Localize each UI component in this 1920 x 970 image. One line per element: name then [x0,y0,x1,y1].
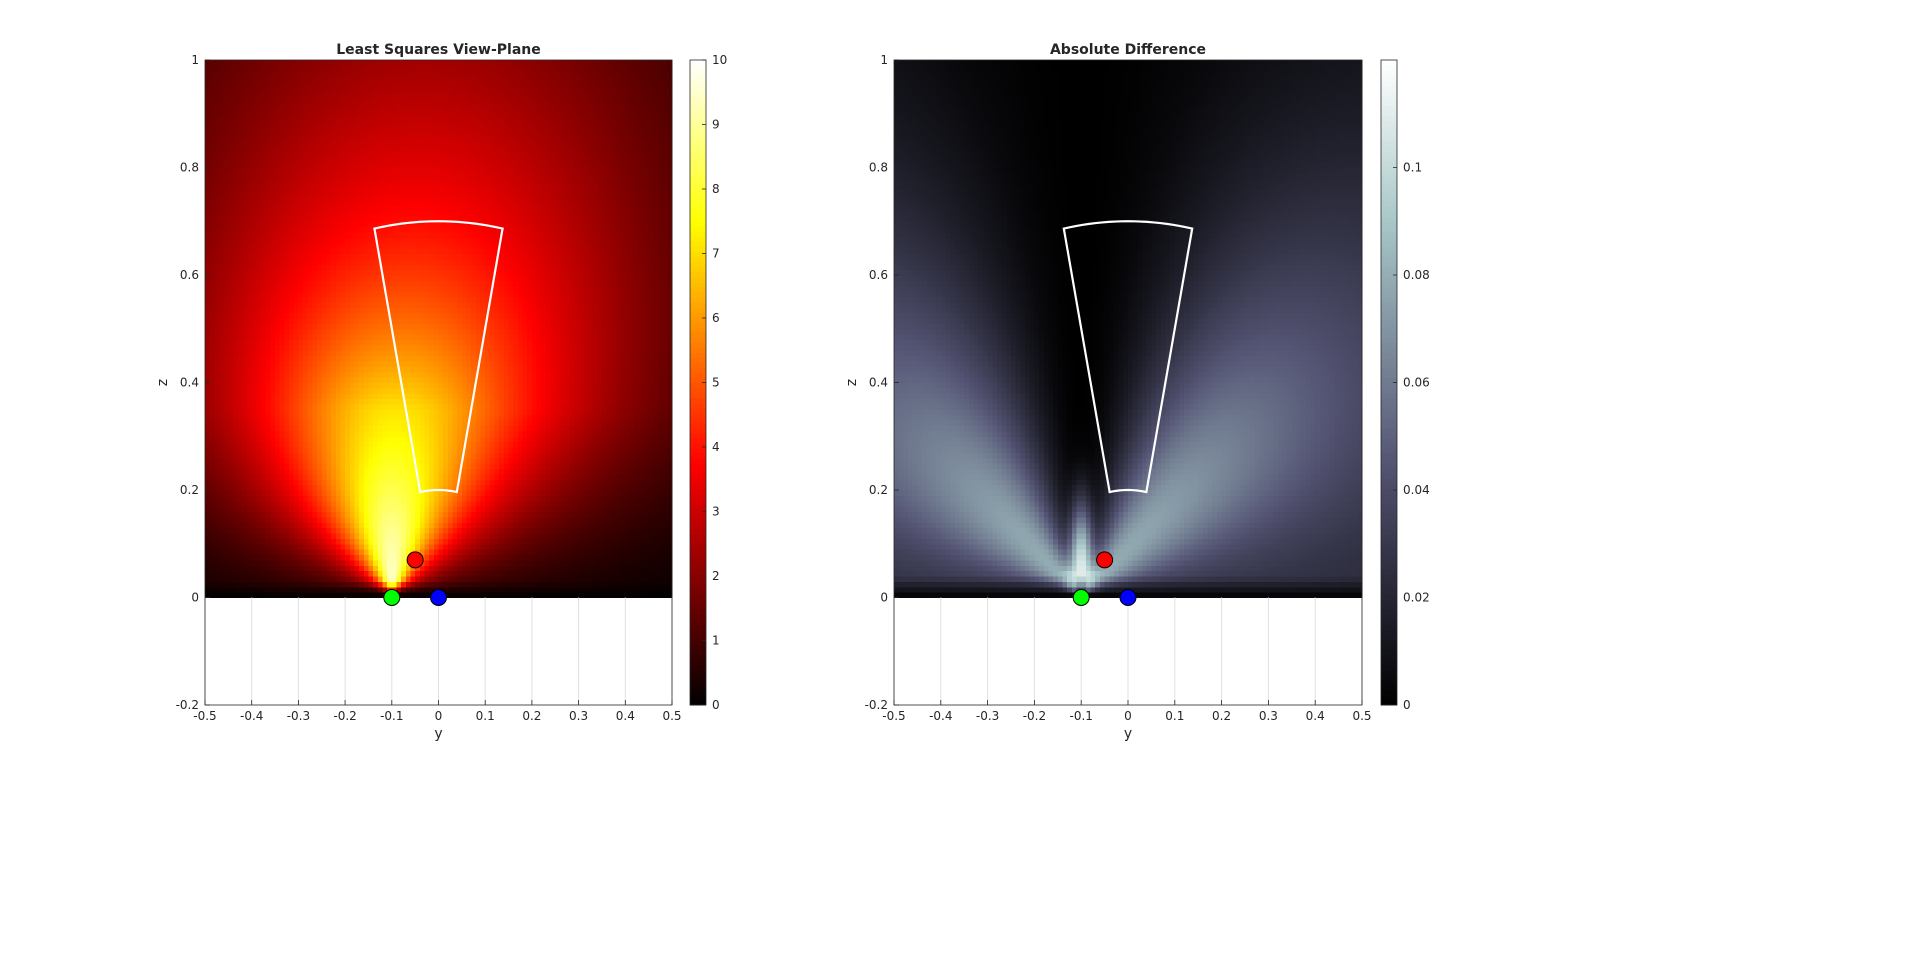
colorbar-tick-label: 6 [712,311,720,325]
colorbar-tick-label: 8 [712,182,720,196]
chart-title: Least Squares View-Plane [336,42,540,58]
colorbar [690,60,706,706]
colorbar-tick-label: 0.04 [1403,483,1430,497]
y-tick-label: 0 [880,591,888,605]
colorbar-tick-label: 3 [712,505,720,519]
colorbar-tick-label: 5 [712,376,720,390]
y-tick-label: 0.2 [180,483,199,497]
x-tick-label: 0.2 [522,709,541,723]
x-tick-label: -0.2 [333,709,356,723]
sector-outline [373,220,504,494]
colorbar-tick-label: 0.1 [1403,161,1422,175]
x-tick-label: -0.5 [882,709,905,723]
colorbar-tick-label: 0 [712,698,720,712]
x-axis-label: y [1124,726,1132,742]
y-tick-label: -0.2 [865,698,888,712]
x-tick-label: -0.5 [193,709,216,723]
chart-panel-0: -0.5 -0.4 -0.3 -0.2 -0.1 0 0.1 0.2 0.3 0.4 0.5 -0.2… [155,42,727,742]
x-tick-label: 0.2 [1212,709,1231,723]
x-tick-label: 0.4 [616,709,635,723]
colorbar-tick-label: 0.02 [1403,591,1430,605]
colorbar [1381,60,1397,706]
heatmap-field [205,60,673,599]
x-tick-label: -0.4 [240,709,263,723]
x-tick-label: 0.1 [476,709,495,723]
x-tick-label: -0.3 [287,709,310,723]
y-tick-label: 0.8 [180,161,199,175]
marker-point-0 [1072,589,1090,606]
x-tick-label: -0.1 [380,709,403,723]
y-tick-label: 0.8 [869,161,888,175]
y-axis-label: z [844,379,860,386]
chart-panel-1: -0.5 -0.4 -0.3 -0.2 -0.1 0 0.1 0.2 0.3 0.4 0.5 -0.2… [844,42,1430,742]
colorbar-tick-label: 1 [712,634,720,648]
x-tick-label: 0.1 [1165,709,1184,723]
sector-outline [1062,220,1194,494]
y-tick-label: 0.6 [869,268,888,282]
x-tick-label: -0.2 [1023,709,1046,723]
x-tick-label: -0.3 [976,709,999,723]
x-tick-label: -0.4 [929,709,952,723]
colorbar-tick-label: 10 [712,53,727,67]
x-tick-label: 0.3 [1259,709,1278,723]
colorbar-tick-label: 7 [712,247,720,261]
chart-title: Absolute Difference [1050,42,1206,58]
marker-point-0 [383,589,401,606]
y-tick-label: 0.4 [180,376,199,390]
x-tick-label: 0.4 [1306,709,1325,723]
colorbar-tick-label: 0.08 [1403,268,1430,282]
x-tick-label: 0.5 [662,709,681,723]
colorbar-tick-label: 4 [712,440,720,454]
y-tick-label: -0.2 [176,698,199,712]
colorbar-tick-label: 2 [712,569,720,583]
colorbar-tick-label: 9 [712,118,720,132]
marker-point-2 [406,551,424,569]
y-tick-label: 0.6 [180,268,199,282]
colorbar-tick-label: 0 [1403,698,1411,712]
y-tick-label: 0 [191,591,199,605]
colorbar-tick-label: 0.06 [1403,376,1430,390]
marker-point-2 [1096,551,1114,569]
marker-point-1 [430,589,447,606]
x-tick-label: 0.5 [1352,709,1371,723]
y-tick-label: 0.4 [869,376,888,390]
y-tick-label: 1 [191,53,199,67]
heatmap-field [894,60,1363,599]
x-tick-label: 0 [435,709,443,723]
y-tick-label: 1 [880,53,888,67]
x-tick-label: 0.3 [569,709,588,723]
x-tick-label: 0 [1124,709,1132,723]
marker-point-1 [1119,589,1137,606]
x-axis-label: y [434,726,442,742]
y-tick-label: 0.2 [869,483,888,497]
y-axis-label: z [155,379,171,386]
x-tick-label: -0.1 [1069,709,1092,723]
